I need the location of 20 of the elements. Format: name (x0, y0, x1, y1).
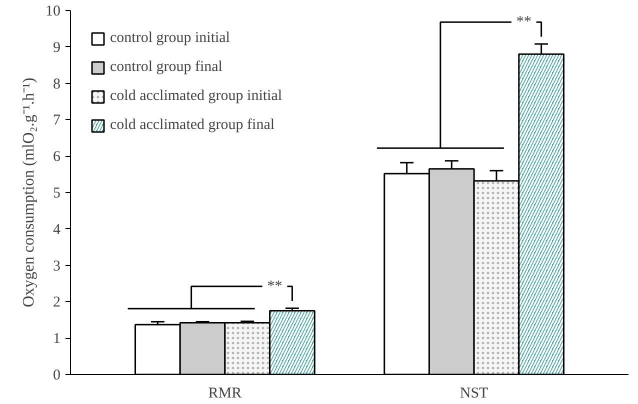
x-tick-label: NST (460, 386, 488, 402)
y-tick-label: 1 (53, 331, 60, 348)
legend-label: cold acclimated group final (110, 117, 275, 134)
y-tick-label: 4 (53, 222, 61, 238)
legend-label: cold acclimated group initial (110, 88, 282, 105)
y-tick-label: 10 (46, 4, 60, 20)
y-axis-title: Oxygen consumption (mlO₂.g⁻¹.h⁻¹) (20, 78, 38, 308)
y-tick-label: 7 (53, 112, 61, 129)
y-tick-label: 3 (53, 258, 60, 274)
y-tick-label: 8 (53, 76, 60, 92)
annotation: ** (516, 14, 532, 30)
y-tick-label: 6 (53, 149, 61, 166)
x-tick-label: RMR (208, 386, 242, 402)
y-tick-label: 0 (53, 368, 60, 384)
annotation: ** (267, 278, 282, 294)
y-tick-label: 2 (53, 294, 60, 311)
y-tick-label: 5 (53, 186, 60, 202)
legend-label: control group initial (110, 30, 230, 47)
y-tick-label: 9 (53, 40, 60, 56)
legend-label: control group final (110, 59, 222, 76)
